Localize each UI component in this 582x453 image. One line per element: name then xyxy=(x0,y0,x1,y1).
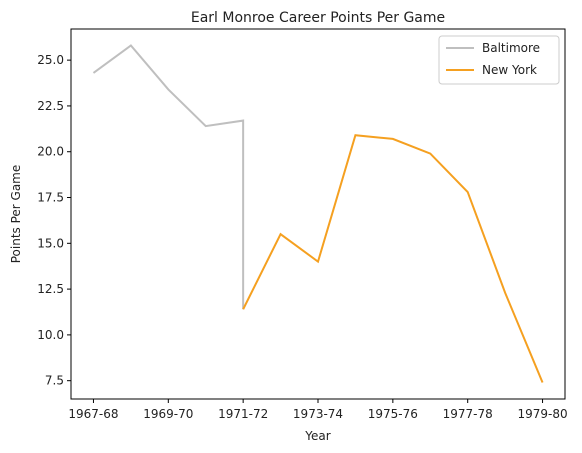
y-tick-label: 17.5 xyxy=(37,191,64,205)
x-tick-label: 1971-72 xyxy=(218,407,268,421)
x-tick-label: 1969-70 xyxy=(143,407,193,421)
y-tick-label: 15.0 xyxy=(37,236,64,250)
y-tick-label: 7.5 xyxy=(45,374,64,388)
x-tick-label: 1967-68 xyxy=(68,407,118,421)
y-axis-label: Points Per Game xyxy=(9,165,23,264)
y-tick-label: 10.0 xyxy=(37,328,64,342)
series-line-baltimore xyxy=(92,44,245,310)
x-axis: 1967-68 1969-70 1971-72 1973-74 1975-76 1977-… xyxy=(68,399,568,421)
legend-label-new-york: New York xyxy=(482,63,537,77)
y-axis: 7.5 10.0 12.5 15.0 17.5 20.0 22.5 25.0 xyxy=(37,53,71,388)
legend: Baltimore New York xyxy=(438,35,560,85)
x-tick-label: 1979-80 xyxy=(517,407,567,421)
y-tick-label: 12.5 xyxy=(37,282,64,296)
x-tick-label: 1975-76 xyxy=(368,407,418,421)
series-layer xyxy=(92,44,544,383)
x-tick-label: 1977-78 xyxy=(443,407,493,421)
x-tick-label: 1973-74 xyxy=(293,407,343,421)
y-tick-label: 22.5 xyxy=(37,99,64,113)
series-line-new-york xyxy=(242,134,544,383)
legend-items: Baltimore New York xyxy=(446,41,540,77)
y-tick-label: 20.0 xyxy=(37,145,64,159)
x-axis-label: Year xyxy=(304,429,330,443)
y-tick-label: 25.0 xyxy=(37,53,64,67)
legend-label-baltimore: Baltimore xyxy=(482,41,540,55)
chart-title: Earl Monroe Career Points Per Game xyxy=(191,10,445,26)
